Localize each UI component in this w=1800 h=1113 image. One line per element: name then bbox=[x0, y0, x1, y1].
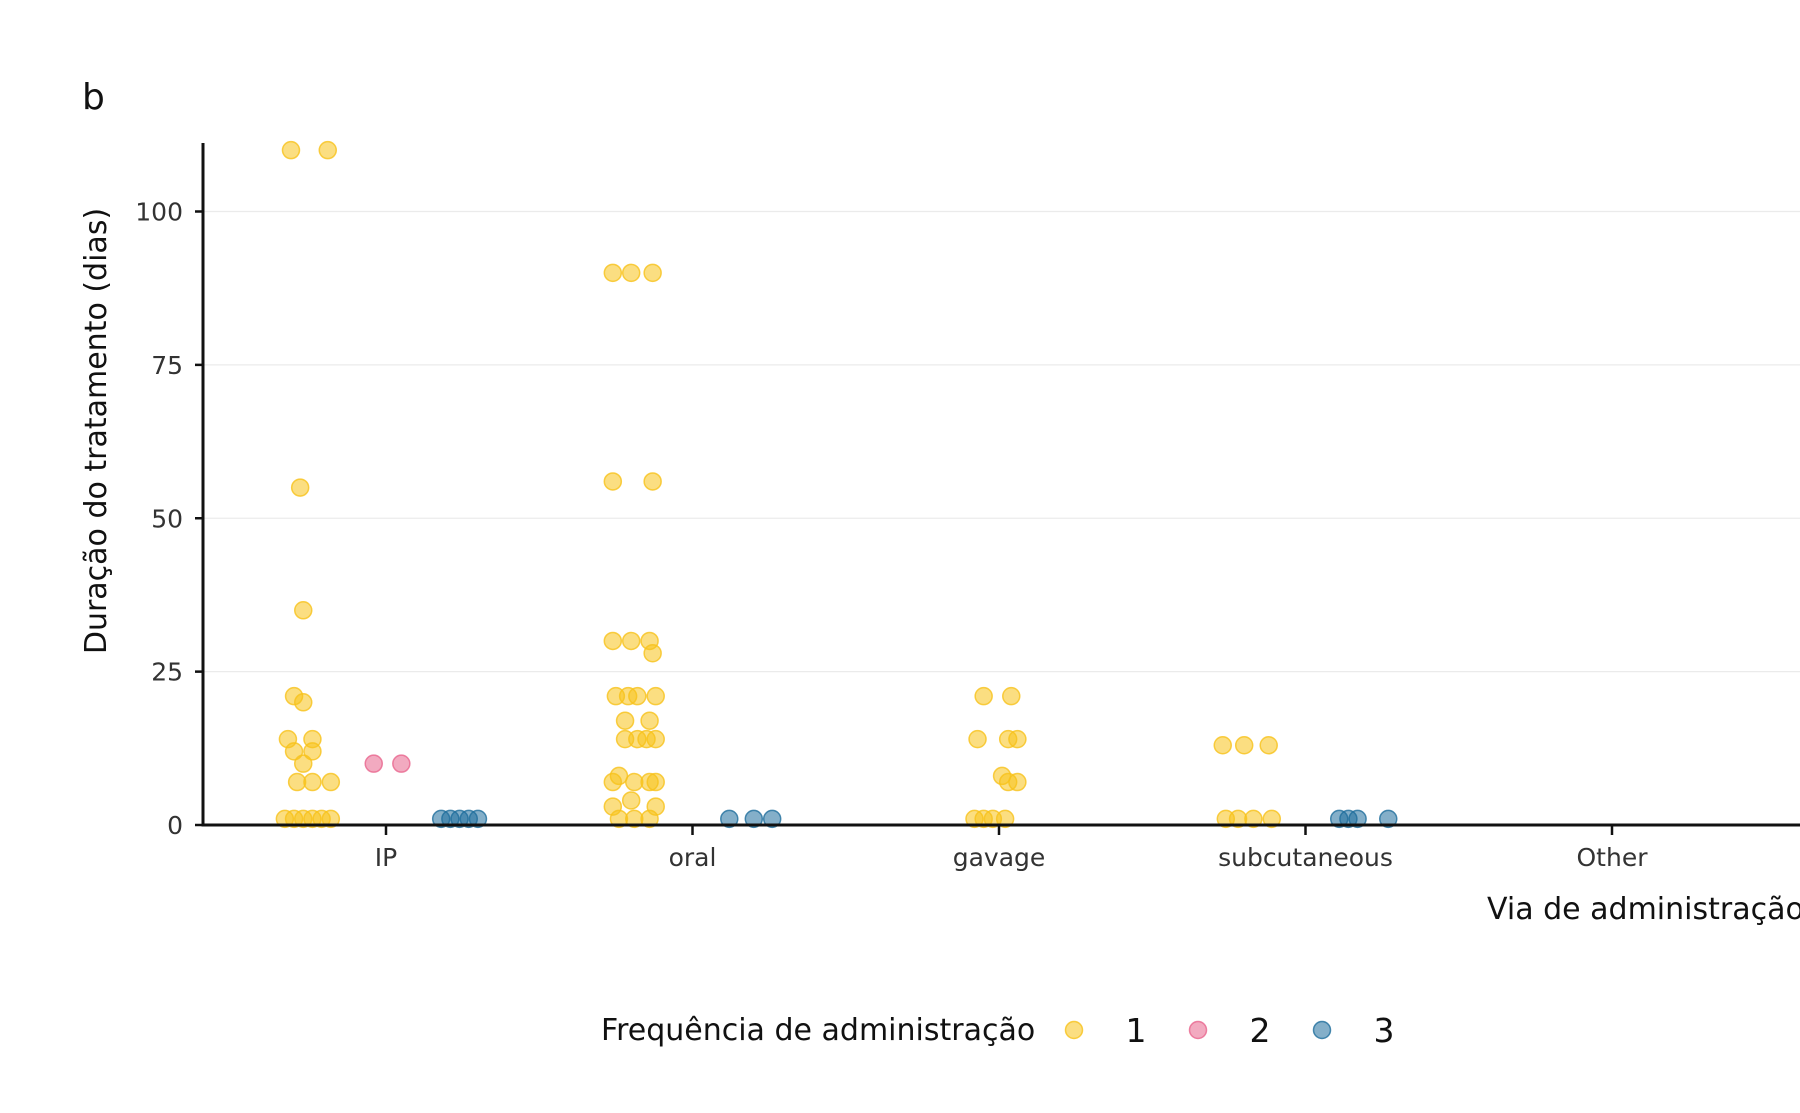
legend-label-3: 3 bbox=[1374, 1011, 1395, 1050]
data-point-series-1 bbox=[1008, 772, 1027, 792]
legend-key-2 bbox=[1188, 1020, 1208, 1040]
panel-tag: b bbox=[82, 77, 105, 118]
data-point-series-1 bbox=[318, 140, 338, 160]
legend-entries: 1 2 3 bbox=[1064, 1011, 1395, 1050]
data-point-series-1 bbox=[1213, 735, 1232, 755]
legend-label-2: 2 bbox=[1250, 1011, 1271, 1050]
data-point-series-1 bbox=[1244, 809, 1263, 829]
y-tick-label: 0 bbox=[167, 811, 183, 840]
y-axis-title: Duração do tratamento (dias) bbox=[79, 208, 114, 654]
x-ticks: IP oral gavage subcutaneous Other bbox=[375, 825, 1648, 872]
y-tick-label: 100 bbox=[135, 198, 183, 227]
data-point-series-1 bbox=[293, 601, 313, 620]
data-point-series-1 bbox=[281, 140, 301, 160]
data-point-series-1 bbox=[646, 686, 665, 706]
data-point-series-1 bbox=[603, 263, 623, 283]
data-point-series-1 bbox=[621, 791, 641, 810]
x-axis-title: Via de administração bbox=[1487, 892, 1800, 927]
x-tick-label: gavage bbox=[953, 843, 1046, 872]
data-point-series-1 bbox=[603, 772, 623, 792]
data-point-series-1 bbox=[640, 711, 659, 730]
gridlines bbox=[203, 210, 1800, 673]
data-point-series-1 bbox=[603, 472, 623, 491]
x-tick-label: subcutaneous bbox=[1218, 843, 1393, 872]
data-point-series-1 bbox=[628, 686, 647, 706]
y-tick-label: 75 bbox=[151, 351, 183, 380]
data-point-series-1 bbox=[1002, 686, 1021, 706]
data-point-series-1 bbox=[646, 729, 665, 749]
data-point-series-1 bbox=[303, 742, 322, 761]
data-point-series-1 bbox=[995, 809, 1015, 829]
data-point-series-1 bbox=[646, 772, 665, 792]
legend-title: Frequência de administração bbox=[601, 1013, 1035, 1048]
data-point-series-3 bbox=[762, 809, 782, 829]
y-tick-label: 25 bbox=[151, 658, 183, 687]
data-point-series-1 bbox=[1234, 735, 1254, 755]
data-point-series-1 bbox=[293, 693, 313, 712]
x-tick-label: Other bbox=[1577, 843, 1649, 872]
legend-label-1: 1 bbox=[1126, 1011, 1147, 1050]
data-point-series-1 bbox=[974, 686, 993, 706]
data-point-series-3 bbox=[720, 809, 739, 829]
legend: Frequência de administração 1 2 3 bbox=[601, 1011, 1395, 1050]
x-tick-label: IP bbox=[375, 843, 397, 872]
data-point-series-1 bbox=[621, 631, 641, 651]
data-point-series-3 bbox=[744, 809, 764, 829]
data-point-series-1 bbox=[321, 809, 341, 829]
data-point-series-1 bbox=[603, 631, 623, 651]
data-point-series-1 bbox=[640, 809, 659, 829]
y-ticks: 0 25 50 75 100 bbox=[135, 198, 203, 840]
points-layer bbox=[275, 140, 1398, 829]
y-tick-label: 50 bbox=[151, 504, 183, 533]
data-point-series-1 bbox=[968, 729, 987, 749]
data-point-series-1 bbox=[321, 772, 341, 792]
data-point-series-1 bbox=[643, 472, 662, 491]
data-point-series-2 bbox=[392, 754, 411, 773]
data-point-series-2 bbox=[364, 754, 383, 773]
data-point-series-1 bbox=[625, 772, 644, 792]
data-point-series-1 bbox=[621, 263, 641, 283]
data-point-series-1 bbox=[1262, 809, 1282, 829]
data-point-series-1 bbox=[284, 742, 304, 761]
data-point-series-3 bbox=[1348, 809, 1367, 829]
data-point-series-1 bbox=[643, 643, 662, 663]
data-point-series-1 bbox=[303, 772, 322, 792]
data-point-series-3 bbox=[468, 809, 488, 829]
data-point-series-1 bbox=[1259, 735, 1278, 755]
legend-key-1 bbox=[1064, 1020, 1084, 1040]
data-point-series-1 bbox=[1008, 729, 1027, 749]
x-tick-label: oral bbox=[669, 843, 717, 872]
data-point-series-1 bbox=[293, 754, 313, 773]
data-point-series-1 bbox=[615, 711, 635, 730]
data-point-series-3 bbox=[1379, 809, 1398, 829]
data-point-series-1 bbox=[643, 263, 662, 283]
data-point-series-1 bbox=[287, 772, 307, 792]
data-point-series-1 bbox=[290, 478, 310, 497]
legend-key-3 bbox=[1312, 1020, 1332, 1040]
